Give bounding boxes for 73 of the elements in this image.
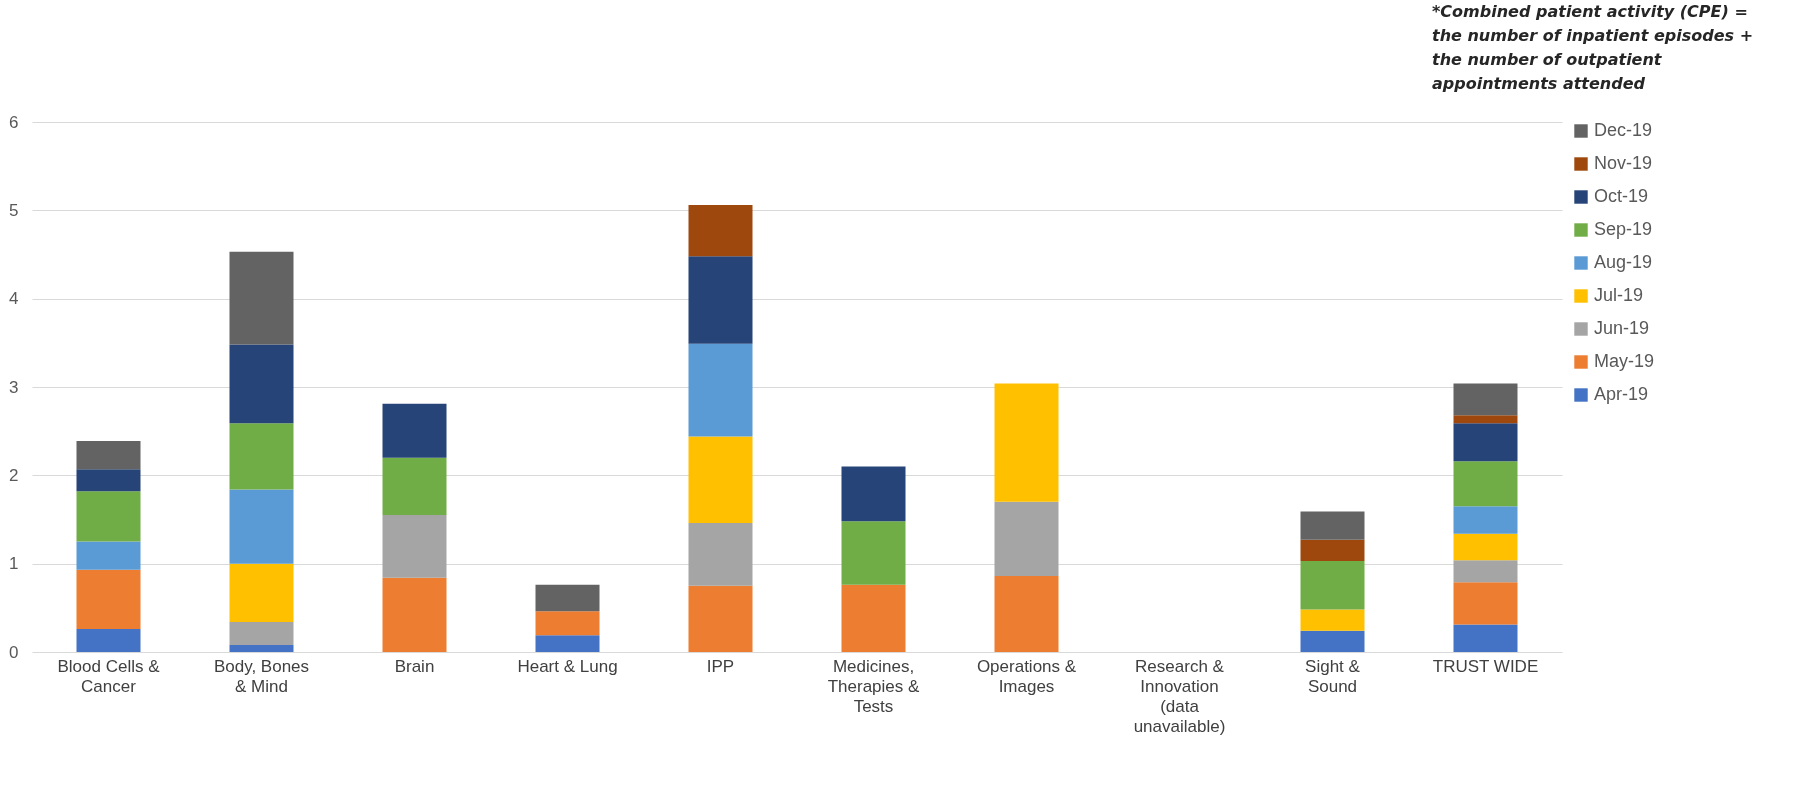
y-tick-label: 6 [9,112,19,132]
bar [1453,624,1518,652]
legend-label: May-19 [1594,351,1655,371]
bar [535,611,600,636]
bar [1300,561,1365,610]
legend-label: Nov-19 [1594,153,1653,173]
legend-label: Jul-19 [1594,285,1644,305]
bar [1453,423,1518,462]
bar [382,577,447,652]
bar [994,576,1059,652]
bar [688,343,753,437]
bar [1300,609,1365,631]
bar [1300,539,1365,562]
x-tick-label: Operations & Images [976,656,1077,696]
y-tick-label: 3 [9,377,19,397]
bar [841,584,906,652]
y-tick-label: 4 [9,289,19,309]
bar [1300,630,1365,652]
x-tick-label: Blood Cells & Cancer [57,656,161,696]
bar [1453,415,1518,424]
bar [76,491,141,542]
bar [841,521,906,585]
bar [994,383,1059,502]
bar [229,344,294,424]
x-tick-label: Medicines, Therapies & Tests [827,656,920,716]
x-tick-label: TRUST WIDE [1432,656,1539,676]
y-tick-label: 5 [9,200,19,220]
legend-label: Jun-19 [1594,318,1650,338]
x-tick-label: Heart & Lung [517,656,618,676]
legend-label: Oct-19 [1594,186,1649,206]
bar [229,621,294,645]
bar [76,469,141,492]
legend-label: Sep-19 [1594,219,1653,239]
bar [382,515,447,578]
bar [688,523,753,586]
text: *Combined patient activity (CPE) = the number of inpatient episodes + the number of outpatient appointments attended [1432,2,1754,93]
bar [535,584,600,612]
bar [1453,582,1518,625]
legend-label: Apr-19 [1594,384,1649,404]
bar [76,629,141,652]
bar [1453,461,1518,507]
legend-label: Dec-19 [1594,120,1653,140]
bar [382,457,447,516]
bar [1453,383,1518,416]
bar [229,251,294,345]
bar [688,205,753,257]
bar [76,541,141,570]
bar [1453,560,1518,583]
bar [1453,506,1518,534]
bar [382,403,447,458]
x-tick-label: IPP [706,656,735,676]
bar [688,436,753,524]
x-tick-label: Sight & Sound [1305,656,1361,696]
bar [229,563,294,622]
bar [841,466,906,522]
bar [1300,511,1365,540]
bar [76,440,141,470]
x-tick-label: Research & Innovation (data unavailable) [1133,656,1226,736]
bar [229,489,294,564]
x-tick-label: Brain [394,656,435,676]
bar [229,644,294,652]
bar [994,501,1059,577]
bar [688,585,753,652]
y-tick-label: 1 [9,554,19,574]
bar [688,256,753,344]
legend-label: Aug-19 [1594,252,1653,272]
bar [535,635,600,652]
bar [76,569,141,630]
y-tick-label: 2 [9,465,19,485]
bar [229,423,294,490]
x-tick-label: Body, Bones & Mind [213,656,310,696]
bar [1453,533,1518,561]
y-tick-label: 0 [9,642,19,662]
